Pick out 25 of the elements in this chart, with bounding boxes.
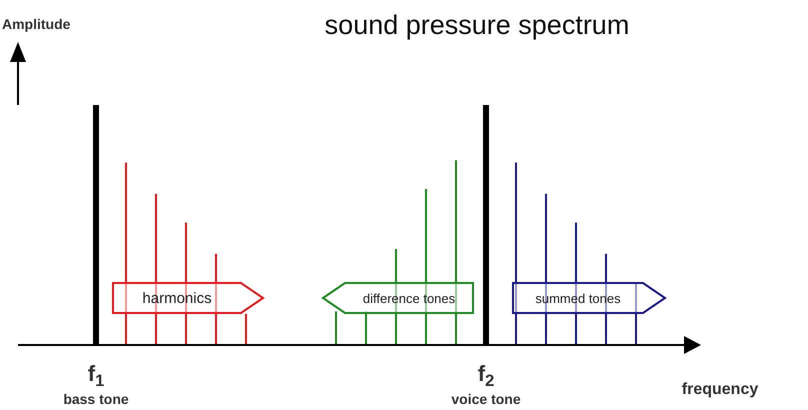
chart-title: sound pressure spectrum [324, 10, 630, 40]
bar [365, 311, 367, 345]
bar [245, 314, 247, 345]
bar [575, 222, 577, 345]
x-tick-label: f$_{2}$ [478, 361, 494, 390]
bar [545, 194, 547, 345]
bar [455, 160, 457, 345]
bar [635, 282, 637, 345]
bar [605, 254, 607, 345]
text: voice tone [451, 391, 521, 407]
bar [425, 189, 427, 345]
annotation: summed tones [535, 291, 622, 306]
bar [335, 311, 337, 345]
x-tick-label: f$_{1}$ [88, 361, 104, 390]
text: bass tone [63, 391, 129, 407]
bar [395, 249, 397, 345]
bar [215, 254, 217, 345]
bar [125, 162, 127, 345]
bar [185, 222, 187, 345]
bar [515, 162, 517, 345]
annotation: harmonics [142, 290, 212, 307]
text: Amplitude [2, 16, 71, 32]
x-axis-title: frequency [682, 381, 758, 398]
annotation: difference tones [362, 291, 456, 306]
bar [155, 194, 157, 345]
